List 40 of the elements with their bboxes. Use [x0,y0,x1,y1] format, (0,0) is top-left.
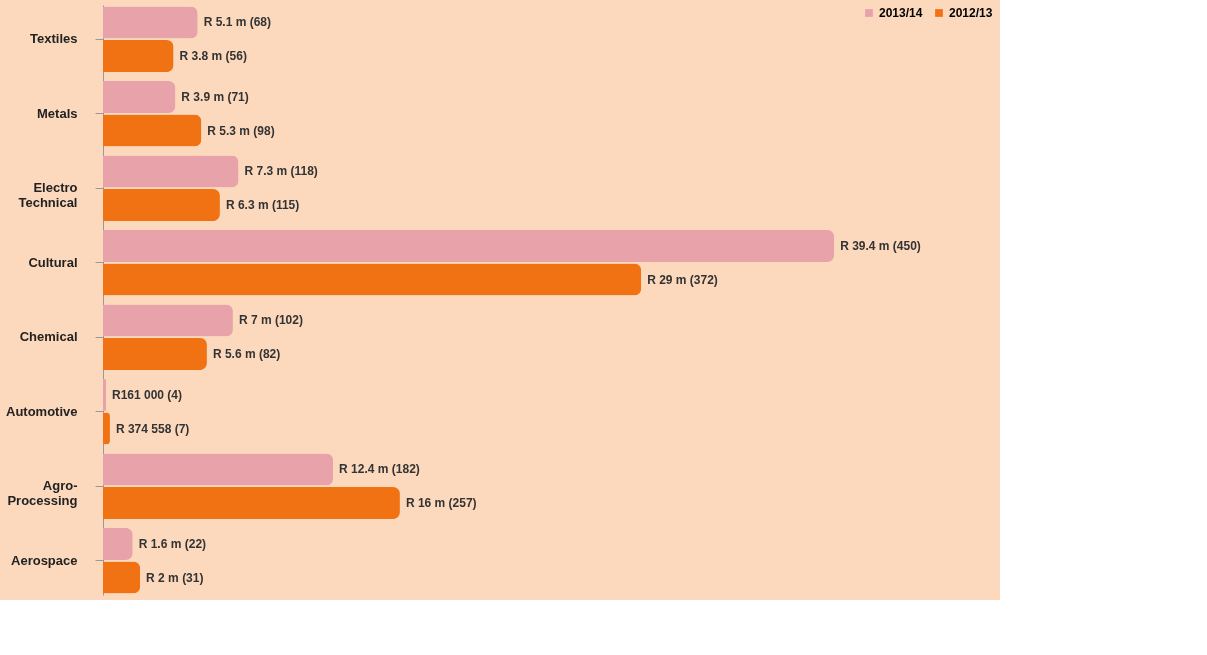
data-label: R 5.6 m (82) [212,347,281,362]
bar [103,189,220,222]
bar [103,114,202,147]
legend-label: 2012/13 [949,6,993,20]
y-tick-label: Metals [37,105,78,121]
y-tick-label: Automotive [6,403,78,419]
y-tick-label: Agro-Processing [7,478,78,509]
bar [103,40,174,73]
bar [103,304,233,337]
bar [103,338,207,371]
bar [103,229,835,262]
y-tick-label: Cultural [28,254,78,270]
bar [103,263,642,296]
data-label: R 5.3 m (98) [207,123,275,138]
data-label: R 39.4 m (450) [840,238,921,253]
bar [103,80,176,113]
data-label: R 1.6 m (22) [138,536,207,551]
data-label: R 29 m (372) [647,272,718,287]
data-label: R 374 558 (7) [115,421,190,436]
y-tick-label: Aerospace [11,552,78,568]
y-tick-label: Chemical [19,329,78,345]
y-tick-label: Textiles [30,31,78,47]
data-label: R 3.9 m (71) [181,89,249,104]
data-label: R 6.3 m (115) [225,198,300,213]
data-label: R161 000 (4) [111,387,183,402]
data-label: R 12.4 m (182) [339,462,420,477]
data-label: R 3.8 m (56) [179,49,247,64]
bar [103,453,334,486]
data-label: R 5.1 m (68) [203,15,271,30]
bar [103,527,133,560]
bar [103,155,239,188]
legend-label: 2013/14 [879,6,923,20]
bar [103,6,198,39]
data-label: R 2 m (31) [146,570,204,585]
data-label: R 7 m (102) [238,313,303,328]
bar [103,487,400,520]
data-label: R 16 m (257) [405,496,477,511]
y-tick-label: Electro Technical [18,180,78,211]
bar [103,561,141,594]
data-label: R 7.3 m (118) [244,164,318,179]
